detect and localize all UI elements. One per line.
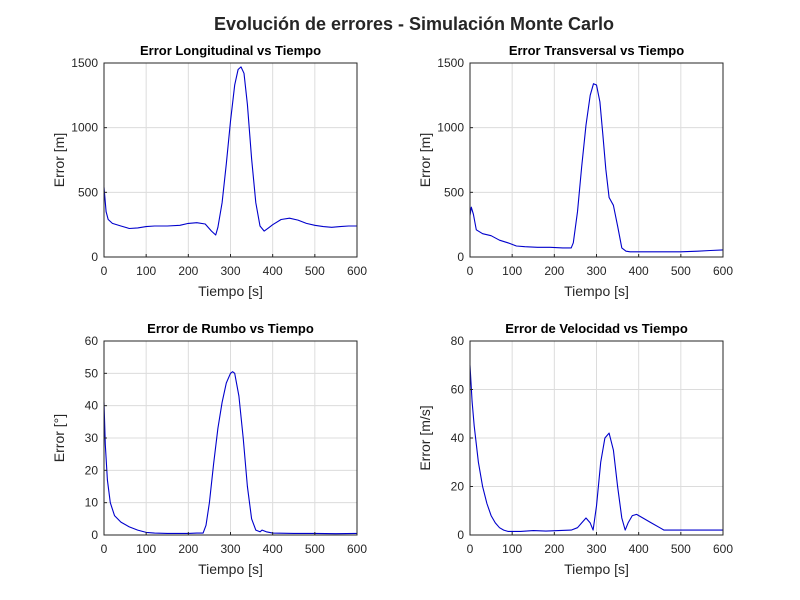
x-tick-label: 0 <box>467 542 474 556</box>
x-tick-label: 600 <box>713 542 733 556</box>
y-tick-label: 0 <box>457 528 464 542</box>
figure-title: Evolución de errores - Simulación Monte … <box>214 14 614 34</box>
y-tick-label: 30 <box>85 431 99 445</box>
x-axis-label: Tiempo [s] <box>564 561 629 577</box>
x-tick-label: 0 <box>467 264 474 278</box>
y-tick-label: 0 <box>91 250 98 264</box>
y-tick-label: 1500 <box>71 56 98 70</box>
x-tick-label: 200 <box>544 264 564 278</box>
panel-rumbo: 0 100 200 300 400 500 600 0 10 20 30 40 50 60 Error de… <box>51 321 367 577</box>
x-tick-label: 400 <box>263 542 283 556</box>
x-tick-label: 100 <box>136 542 156 556</box>
y-tick-label: 10 <box>85 496 99 510</box>
x-axis-label: Tiempo [s] <box>564 283 629 299</box>
series-line <box>103 66 357 236</box>
x-tick-label: 200 <box>544 542 564 556</box>
y-tick-label: 500 <box>78 185 98 199</box>
x-tick-label: 400 <box>629 542 649 556</box>
panel-title: Error Transversal vs Tiempo <box>509 43 684 58</box>
x-tick-label: 0 <box>101 542 108 556</box>
y-tick-label: 20 <box>85 463 99 477</box>
panel-transversal: 0 100 200 300 400 500 600 0 500 1000 1500 Error Tra… <box>417 43 733 299</box>
y-tick-label: 80 <box>451 334 465 348</box>
x-tick-label: 300 <box>220 264 240 278</box>
x-tick-label: 500 <box>305 264 325 278</box>
x-tick-label: 300 <box>220 542 240 556</box>
x-tick-label: 300 <box>586 264 606 278</box>
y-axis-label: Error [m] <box>51 133 67 187</box>
series-line <box>469 83 724 253</box>
y-axis-label: Error [m/s] <box>417 405 433 470</box>
y-axis-label: Error [m] <box>417 133 433 187</box>
panel-title: Error de Rumbo vs Tiempo <box>147 321 314 336</box>
x-axis-label: Tiempo [s] <box>198 283 263 299</box>
x-tick-label: 500 <box>671 264 691 278</box>
y-axis-label: Error [°] <box>51 414 67 462</box>
y-tick-label: 1000 <box>437 121 464 135</box>
y-tick-label: 500 <box>444 185 464 199</box>
y-tick-label: 1000 <box>71 121 98 135</box>
y-tick-label: 40 <box>451 431 465 445</box>
x-tick-label: 200 <box>178 542 198 556</box>
y-tick-label: 60 <box>451 383 465 397</box>
series-line <box>103 371 358 535</box>
x-tick-label: 100 <box>136 264 156 278</box>
x-axis-label: Tiempo [s] <box>198 561 263 577</box>
x-tick-label: 300 <box>586 542 606 556</box>
y-tick-label: 0 <box>91 528 98 542</box>
x-tick-label: 100 <box>502 542 522 556</box>
y-tick-label: 50 <box>85 366 99 380</box>
x-tick-label: 0 <box>101 264 108 278</box>
x-tick-label: 400 <box>629 264 649 278</box>
panel-longitudinal: 0 100 200 300 400 500 600 0 500 1000 1500 Error Lon… <box>51 43 367 299</box>
series-line <box>469 365 723 532</box>
x-tick-label: 500 <box>305 542 325 556</box>
x-tick-label: 600 <box>713 264 733 278</box>
y-tick-label: 0 <box>457 250 464 264</box>
y-tick-label: 1500 <box>437 56 464 70</box>
y-tick-label: 20 <box>451 480 465 494</box>
x-tick-label: 600 <box>347 264 367 278</box>
panel-title: Error de Velocidad vs Tiempo <box>505 321 688 336</box>
x-tick-label: 100 <box>502 264 522 278</box>
x-tick-label: 500 <box>671 542 691 556</box>
panel-velocidad: 0 100 200 300 400 500 600 0 20 40 60 80 Error de Vel… <box>417 321 733 577</box>
y-tick-label: 40 <box>85 399 99 413</box>
x-tick-label: 600 <box>347 542 367 556</box>
x-tick-label: 400 <box>263 264 283 278</box>
y-tick-label: 60 <box>85 334 99 348</box>
x-tick-label: 200 <box>178 264 198 278</box>
panel-title: Error Longitudinal vs Tiempo <box>140 43 321 58</box>
